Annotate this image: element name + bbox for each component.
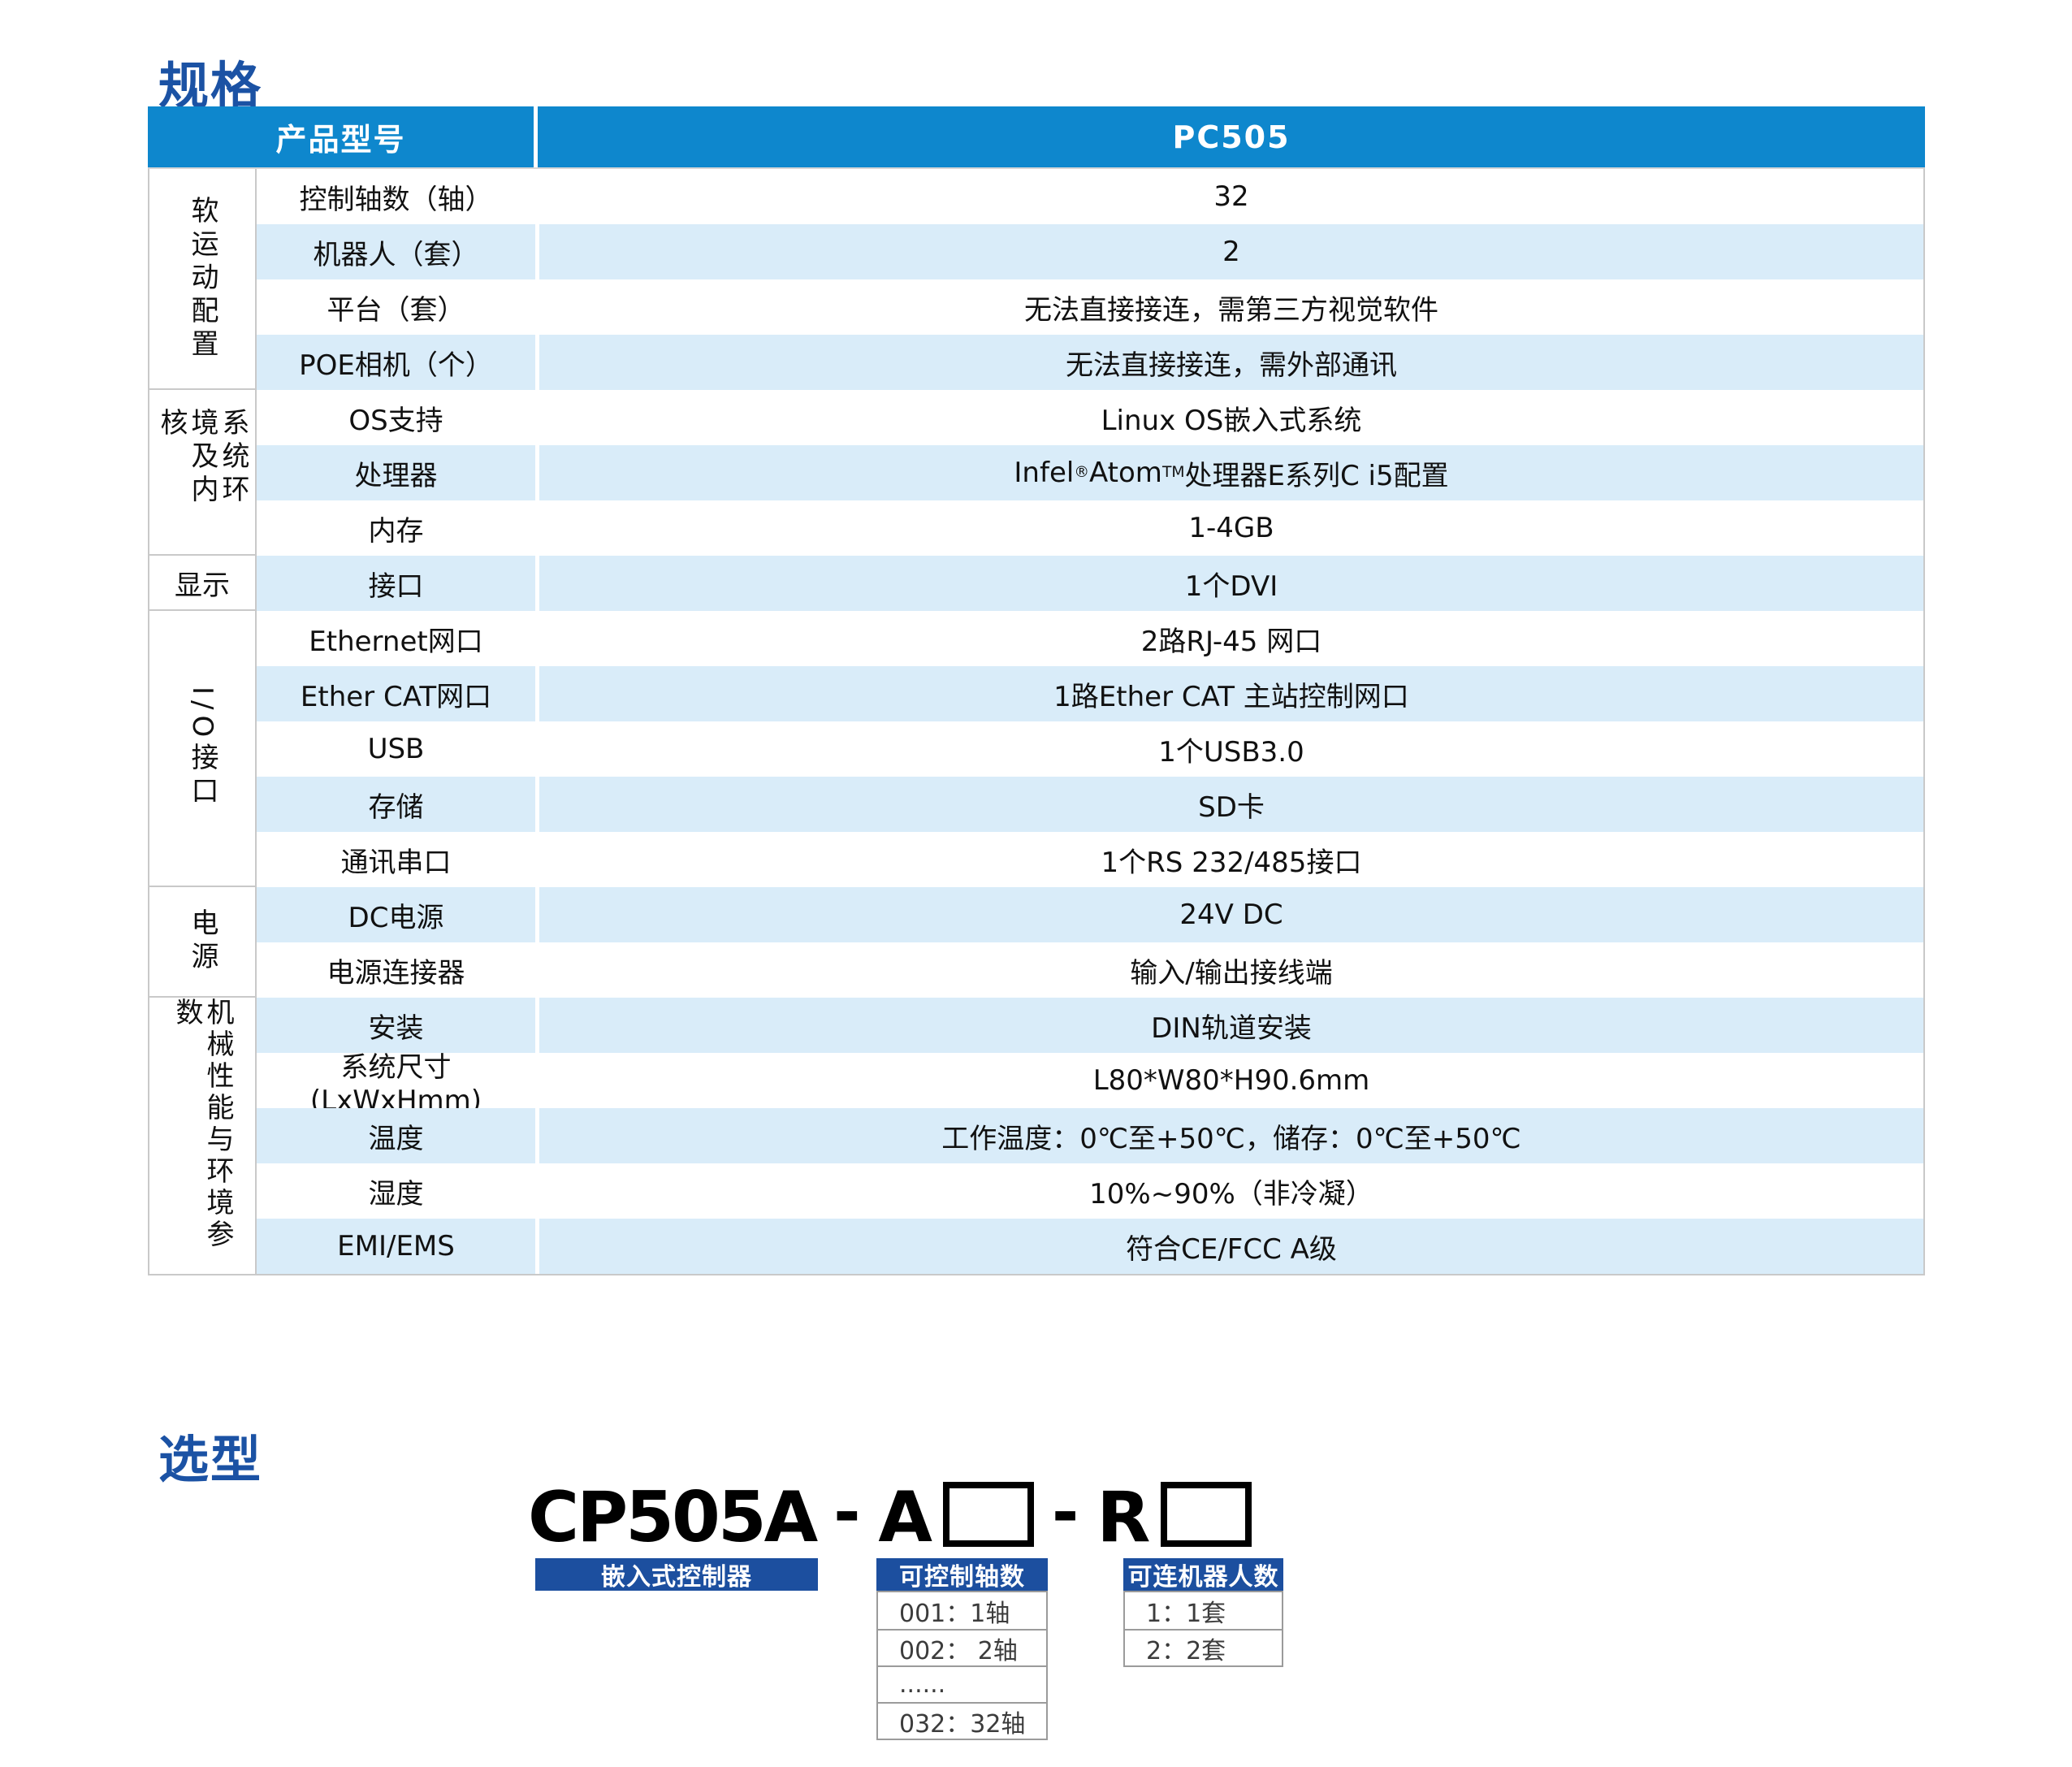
spec-row-value: 2路RJ-45 网口 <box>539 611 1923 666</box>
spec-group-label: 软运动配置 <box>186 195 218 362</box>
spec-row-label: Ethernet网口 <box>257 611 539 666</box>
spec-row-label: Ether CAT网口 <box>257 666 539 721</box>
model-code-robot-prefix: R <box>1097 1477 1150 1559</box>
spec-row-value: 1个RS 232/485接口 <box>539 832 1923 887</box>
spec-group-label: 电源 <box>186 908 218 975</box>
spec-row-value: 1-4GB <box>539 500 1923 556</box>
spec-row-label: 存储 <box>257 777 539 832</box>
spec-row-label: 机器人（套） <box>257 224 539 279</box>
spec-table-header-row: 产品型号 PC505 <box>148 106 1925 167</box>
spec-row-label: OS支持 <box>257 390 539 445</box>
spec-row-value: 24V DC <box>539 887 1923 942</box>
spec-row-label: 处理器 <box>257 445 539 500</box>
spec-row-label: 电源连接器 <box>257 942 539 998</box>
spec-row-value: 输入/输出接线端 <box>539 942 1923 998</box>
spec-row-label: 安装 <box>257 998 539 1053</box>
model-code-base: CP505A <box>528 1477 818 1559</box>
robot-option-row: 1：1套 <box>1146 1599 1226 1628</box>
axis-option-row: 032：32轴 <box>878 1702 1046 1739</box>
robot-placeholder-box <box>1161 1482 1252 1547</box>
spec-group-label: 机械性能与环境参数 <box>171 998 234 1251</box>
axis-options-table: 001：1轴 002： 2轴...... 032：32轴 <box>876 1591 1048 1740</box>
spec-group-label: 显示 <box>175 569 230 602</box>
spec-row-label: EMI/EMS <box>257 1219 539 1274</box>
spec-row-value: 工作温度：0℃至+50℃，储存：0℃至+50℃ <box>539 1108 1923 1163</box>
axis-option-row: 002： 2轴 <box>878 1629 1046 1665</box>
spec-row-label: 温度 <box>257 1108 539 1163</box>
spec-row-value: 32 <box>539 169 1923 224</box>
spec-row-label: 内存 <box>257 500 539 556</box>
axis-placeholder-box <box>942 1482 1034 1547</box>
selection-section-heading: 选型 <box>158 1430 263 1489</box>
spec-row-label: 湿度 <box>257 1163 539 1219</box>
robot-options-table: 1：1套 2：2套 <box>1123 1591 1283 1667</box>
spec-row-value: L80*W80*H90.6mm <box>539 1053 1923 1108</box>
axis-option-row: ...... <box>878 1665 1046 1702</box>
spec-row-label: 平台（套） <box>257 279 539 335</box>
spec-group-cell: 机械性能与环境参数 <box>149 998 257 1274</box>
spec-row-value: 无法直接接连，需外部通讯 <box>539 335 1923 390</box>
spec-header-product-value: PC505 <box>1172 119 1291 155</box>
spec-group-cell: 软运动配置 <box>149 169 257 390</box>
spec-row-value: 符合CE/FCC A级 <box>539 1219 1923 1274</box>
spec-group-cell: 显示 <box>149 556 257 611</box>
spec-row-label: 系统尺寸(LxWxHmm) <box>257 1051 539 1117</box>
model-code-separator-2: - <box>1051 1475 1079 1550</box>
spec-row-label: 接口 <box>257 556 539 611</box>
spec-header-product-model: 产品型号 <box>148 106 538 167</box>
spec-row-value: Linux OS嵌入式系统 <box>539 390 1923 445</box>
spec-table: 产品型号 PC505 软运动配置系统环境及内核显示 I/O接口电源机械性能与环境参… <box>148 106 1925 1275</box>
model-code-separator-1: - <box>833 1475 861 1550</box>
spec-section-heading: 规格 <box>158 56 263 115</box>
spec-group-label: 系统环境及内核 <box>155 408 249 508</box>
spec-row-label: USB <box>257 721 539 777</box>
model-code-axis-prefix: A <box>878 1477 932 1559</box>
axis-count-label-bar: 可控制轴数 <box>876 1558 1048 1592</box>
spec-row-value: 2 <box>539 224 1923 279</box>
robot-option-row: 2：2套 <box>1125 1629 1282 1665</box>
spec-row-label: DC电源 <box>257 887 539 942</box>
spec-table-body: 软运动配置系统环境及内核显示 I/O接口电源机械性能与环境参数 控制轴数（轴） 32 机… <box>148 167 1925 1275</box>
spec-row-label: 控制轴数（轴） <box>257 169 539 224</box>
spec-row-value: 1个USB3.0 <box>539 721 1923 777</box>
robot-count-label-bar: 可连机器人数 <box>1123 1558 1283 1592</box>
controller-label-bar: 嵌入式控制器 <box>535 1558 818 1592</box>
spec-row-value: DIN轨道安装 <box>539 998 1923 1053</box>
spec-group-label: I/O接口 <box>186 686 218 810</box>
spec-group-cell: I/O接口 <box>149 611 257 887</box>
spec-group-cell: 电源 <box>149 887 257 998</box>
spec-row-value: Infel ® Atom TM 处理器E系列C i5配置 <box>539 445 1923 500</box>
spec-row-label: 通讯串口 <box>257 832 539 887</box>
model-code-line: CP505A - A - R <box>528 1475 1252 1559</box>
spec-row-value: 1个DVI <box>539 556 1923 611</box>
spec-row-value: 无法直接接连，需第三方视觉软件 <box>539 279 1923 335</box>
axis-option-row: 001：1轴 <box>899 1599 1010 1628</box>
spec-row-value: SD卡 <box>539 777 1923 832</box>
spec-row-label: POE相机（个） <box>257 335 539 390</box>
spec-group-cell: 系统环境及内核 <box>149 390 257 556</box>
spec-row-value: 1路Ether CAT 主站控制网口 <box>539 666 1923 721</box>
spec-row-value: 10%~90%（非冷凝） <box>539 1163 1923 1219</box>
